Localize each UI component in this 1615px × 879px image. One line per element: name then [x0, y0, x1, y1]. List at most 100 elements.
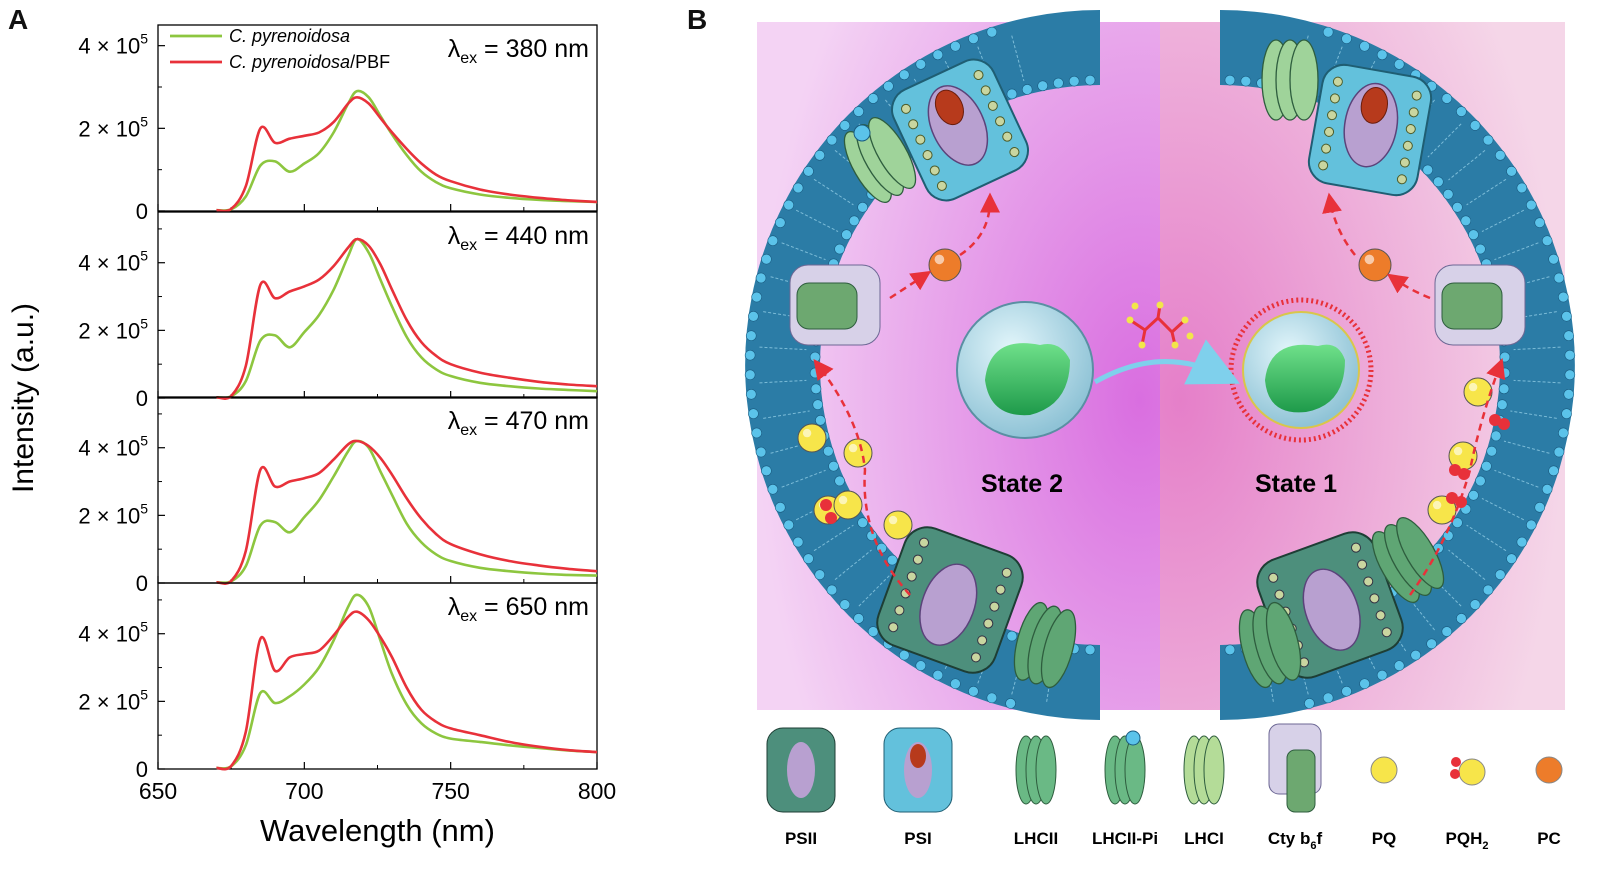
legend-key: PSII PSI LHCII LHCII-Pi LHCI Cty b6f PQ PQH2 PC: [766, 723, 1563, 852]
psi-reaction-center: [934, 89, 964, 126]
lipid-head: [783, 519, 795, 531]
chloroplast: [985, 343, 1070, 416]
lipid-head: [1374, 595, 1385, 607]
psii-key-body: [766, 727, 836, 813]
lipid-head: [755, 272, 767, 284]
lhc-key-helix: [1025, 735, 1047, 805]
lipid-head: [1053, 77, 1064, 89]
pigment: [936, 180, 947, 191]
pq-left: [813, 495, 843, 525]
lhc-helix: [1252, 605, 1288, 685]
y-tick-label: 2 × 105: [78, 500, 148, 528]
lipid-head: [1426, 80, 1437, 92]
pbf-coating: [1228, 297, 1374, 443]
lipid-tail: [763, 311, 810, 320]
lipid-head: [1037, 638, 1048, 650]
pigment: [1405, 124, 1416, 135]
lipid-head: [1272, 638, 1283, 650]
legend: C. pyrenoidosa C. pyrenoidosa/PBF: [170, 26, 390, 72]
lhc-helix: [1261, 39, 1291, 121]
cell-state2: [956, 301, 1094, 439]
lipid-tail: [913, 78, 941, 119]
lipid-head: [886, 554, 898, 566]
lipid-tail: [1404, 593, 1435, 631]
lipid-head: [803, 166, 814, 177]
lipid-tail: [1494, 469, 1539, 488]
legend-key-label: PQ: [1372, 829, 1397, 848]
psi-right: [1307, 63, 1433, 197]
pq-right-body: [1463, 377, 1493, 407]
lipid-head: [962, 612, 974, 623]
lipid-head: [1410, 649, 1422, 661]
lhc-helix: [1371, 531, 1420, 603]
psi-key-body: [883, 727, 953, 813]
lipid-head: [1302, 630, 1314, 642]
lhcii-complex: [843, 117, 917, 203]
pigment: [906, 571, 917, 582]
legend-key-label: LHCII: [1014, 829, 1058, 848]
cell-membrane: [956, 301, 1094, 439]
pigment: [919, 537, 930, 548]
lipid-head: [1411, 153, 1422, 164]
lipid-head: [932, 49, 944, 61]
pq-right-highlight: [1453, 446, 1463, 456]
lhc-helix: [1013, 601, 1050, 681]
psi-core: [927, 85, 989, 166]
pigment: [1332, 76, 1343, 87]
lipid-head: [1441, 93, 1453, 104]
pigment: [1375, 610, 1386, 621]
pq-icon: [1370, 756, 1398, 784]
pqh2-h-left: [820, 499, 832, 511]
lipid-head: [1346, 107, 1358, 118]
lhc-key-helix: [1193, 735, 1215, 805]
lipid-head: [1452, 201, 1463, 213]
lipid-head: [767, 483, 779, 495]
lipid-head: [1541, 483, 1553, 495]
psii-icon: [766, 727, 836, 813]
lipid-tail: [1046, 655, 1055, 702]
lipid-tail: [1513, 379, 1561, 384]
pigment: [915, 134, 926, 145]
cell-membrane: [1242, 311, 1360, 429]
phosphate-key: [1125, 730, 1141, 746]
lipid-head: [828, 258, 839, 270]
pq-left-highlight: [818, 500, 828, 510]
lipid-head: [1494, 415, 1505, 426]
pq-left: [797, 423, 827, 453]
cyt-key-subunit: [1286, 749, 1316, 813]
pigment: [908, 119, 919, 130]
lipid-head: [826, 134, 838, 146]
lhc-key-helix: [1015, 735, 1037, 805]
lipid-tail: [1295, 35, 1309, 82]
lipid-head: [991, 625, 1003, 637]
lipid-head: [976, 619, 988, 630]
lipid-head: [744, 369, 756, 381]
lipid-tail: [1466, 524, 1507, 552]
lhcii-bottom-left: [1013, 601, 1077, 689]
pqh2-h-right: [1489, 414, 1501, 426]
lipid-tail: [1494, 242, 1539, 261]
lhc-helix: [1396, 517, 1445, 589]
lipid-head: [915, 59, 927, 70]
pq-left-highlight: [802, 428, 812, 438]
lipid-head: [991, 93, 1003, 105]
excitation-label: λex = 470 nm: [448, 407, 589, 439]
y-tick-label: 2 × 105: [78, 315, 148, 343]
right-thylakoid-membrane: [1220, 10, 1576, 720]
lipid-head: [1341, 686, 1352, 697]
lipid-tail: [1011, 648, 1025, 695]
lipid-tail: [1481, 498, 1525, 521]
electron-arrow: [889, 270, 932, 300]
lhc-helix: [855, 124, 905, 196]
pq-right-body: [1448, 441, 1478, 471]
cyt-body: [1434, 264, 1526, 346]
lhc-key-helix: [1104, 735, 1126, 805]
lipid-head: [1068, 643, 1080, 655]
pigment: [900, 588, 911, 599]
pigment: [894, 605, 905, 616]
pq-right-highlight: [1432, 500, 1442, 510]
lipid-tail: [770, 440, 817, 454]
lhc-key-helix: [1124, 735, 1146, 805]
psi-core: [1343, 82, 1399, 168]
lipid-head: [1468, 489, 1479, 501]
